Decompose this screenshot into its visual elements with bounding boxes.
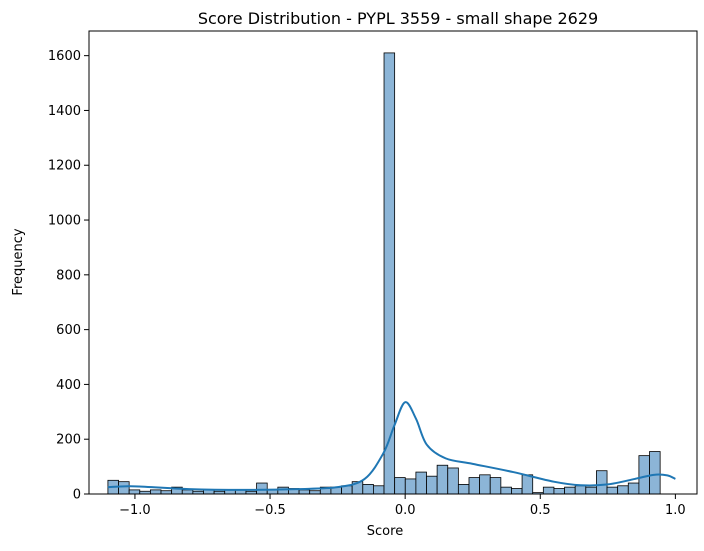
histogram-bar [627, 482, 640, 495]
histogram-bar [617, 485, 629, 495]
histogram-bar [457, 484, 470, 495]
histogram-bar [500, 486, 512, 495]
histogram-bar [649, 451, 661, 495]
histogram-bar [574, 485, 587, 495]
histogram-bar [181, 489, 194, 495]
histogram-bar [277, 486, 289, 495]
x-axis: −1.0 −0.5 0.0 0.5 1.0 [119, 494, 686, 518]
y-tick-label: 400 [56, 378, 81, 393]
histogram-bar [256, 482, 268, 495]
histogram-bar [479, 474, 491, 495]
histogram-bar [447, 467, 459, 495]
histogram-bar [489, 477, 502, 495]
histogram-bar [415, 471, 427, 495]
histogram-bar [468, 477, 481, 495]
x-tick-label: −0.5 [254, 503, 286, 518]
y-tick-label: 600 [56, 323, 81, 338]
histogram-bar [394, 477, 406, 495]
histogram-bar [149, 489, 162, 495]
y-tick-label: 800 [56, 268, 81, 283]
y-tick-label: 1200 [48, 159, 81, 174]
kde-line [107, 401, 676, 491]
y-tick-label: 1000 [48, 214, 81, 229]
chart-title: Score Distribution - PYPL 3559 - small s… [198, 9, 598, 28]
y-axis-label: Frequency [11, 228, 26, 295]
plot-frame [88, 30, 698, 495]
x-axis-label: Score [367, 524, 403, 539]
histogram-bar [638, 455, 650, 495]
histogram-bar [553, 488, 565, 495]
histogram-bar [436, 464, 449, 495]
x-tick-label: 0.0 [395, 503, 416, 518]
bars-group [107, 52, 661, 495]
x-tick-label: 0.5 [530, 503, 551, 518]
histogram-bar [118, 481, 130, 495]
x-tick-label: 1.0 [665, 503, 686, 518]
y-tick-label: 1400 [48, 104, 81, 119]
y-tick-label: 1600 [48, 49, 81, 64]
histogram-bar [373, 485, 385, 495]
histogram-bar [542, 486, 555, 495]
histogram-bar [128, 489, 141, 495]
histogram-bar [564, 486, 576, 495]
y-tick-label: 200 [56, 433, 81, 448]
histogram-bar [362, 484, 374, 495]
histogram-bar [511, 488, 523, 495]
histogram-bar [521, 474, 534, 495]
x-tick-label: −1.0 [119, 503, 151, 518]
histogram-bar [606, 486, 619, 495]
histogram-bar [426, 475, 438, 495]
histogram-bar [585, 486, 597, 495]
histogram-bar [298, 489, 311, 495]
y-axis: 0 200 400 600 800 1000 1200 1400 1600 [48, 49, 89, 503]
histogram-bar [596, 470, 608, 495]
y-tick-label: 0 [73, 488, 81, 503]
histogram-bar [404, 478, 417, 495]
